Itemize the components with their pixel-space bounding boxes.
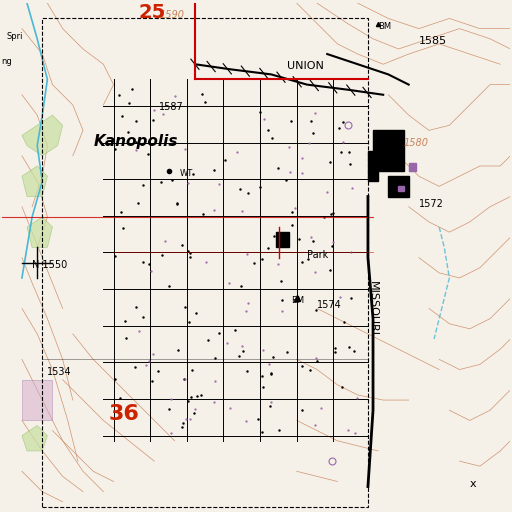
Text: 25: 25 xyxy=(139,4,166,23)
Text: Kanopolis: Kanopolis xyxy=(93,134,178,148)
Polygon shape xyxy=(27,217,52,247)
Text: 1534: 1534 xyxy=(48,367,72,377)
Text: BM: BM xyxy=(292,296,305,305)
Polygon shape xyxy=(22,115,62,156)
Text: BM: BM xyxy=(378,22,391,31)
Text: ng: ng xyxy=(2,57,12,66)
Text: MISSOURI: MISSOURI xyxy=(368,281,378,336)
Bar xyxy=(409,163,416,171)
Bar xyxy=(368,151,378,181)
Text: 1580: 1580 xyxy=(403,138,429,147)
Bar xyxy=(373,131,403,171)
Text: 1574: 1574 xyxy=(317,301,342,310)
Text: 1587: 1587 xyxy=(159,102,184,112)
Bar xyxy=(398,186,403,191)
Bar xyxy=(388,176,409,197)
Text: N 1550: N 1550 xyxy=(32,260,68,270)
Text: 36: 36 xyxy=(109,404,139,424)
Text: WT: WT xyxy=(180,169,193,178)
Text: 1572: 1572 xyxy=(419,199,444,209)
Text: 1590: 1590 xyxy=(159,10,184,20)
Polygon shape xyxy=(22,166,48,197)
Text: UNION: UNION xyxy=(287,61,324,71)
Bar xyxy=(42,18,368,507)
Text: Park: Park xyxy=(307,249,328,260)
Polygon shape xyxy=(22,425,48,451)
Text: 1585: 1585 xyxy=(419,36,447,46)
Bar xyxy=(276,232,289,247)
Text: x: x xyxy=(470,479,476,488)
Text: Spri: Spri xyxy=(7,32,23,41)
Bar xyxy=(22,380,52,420)
